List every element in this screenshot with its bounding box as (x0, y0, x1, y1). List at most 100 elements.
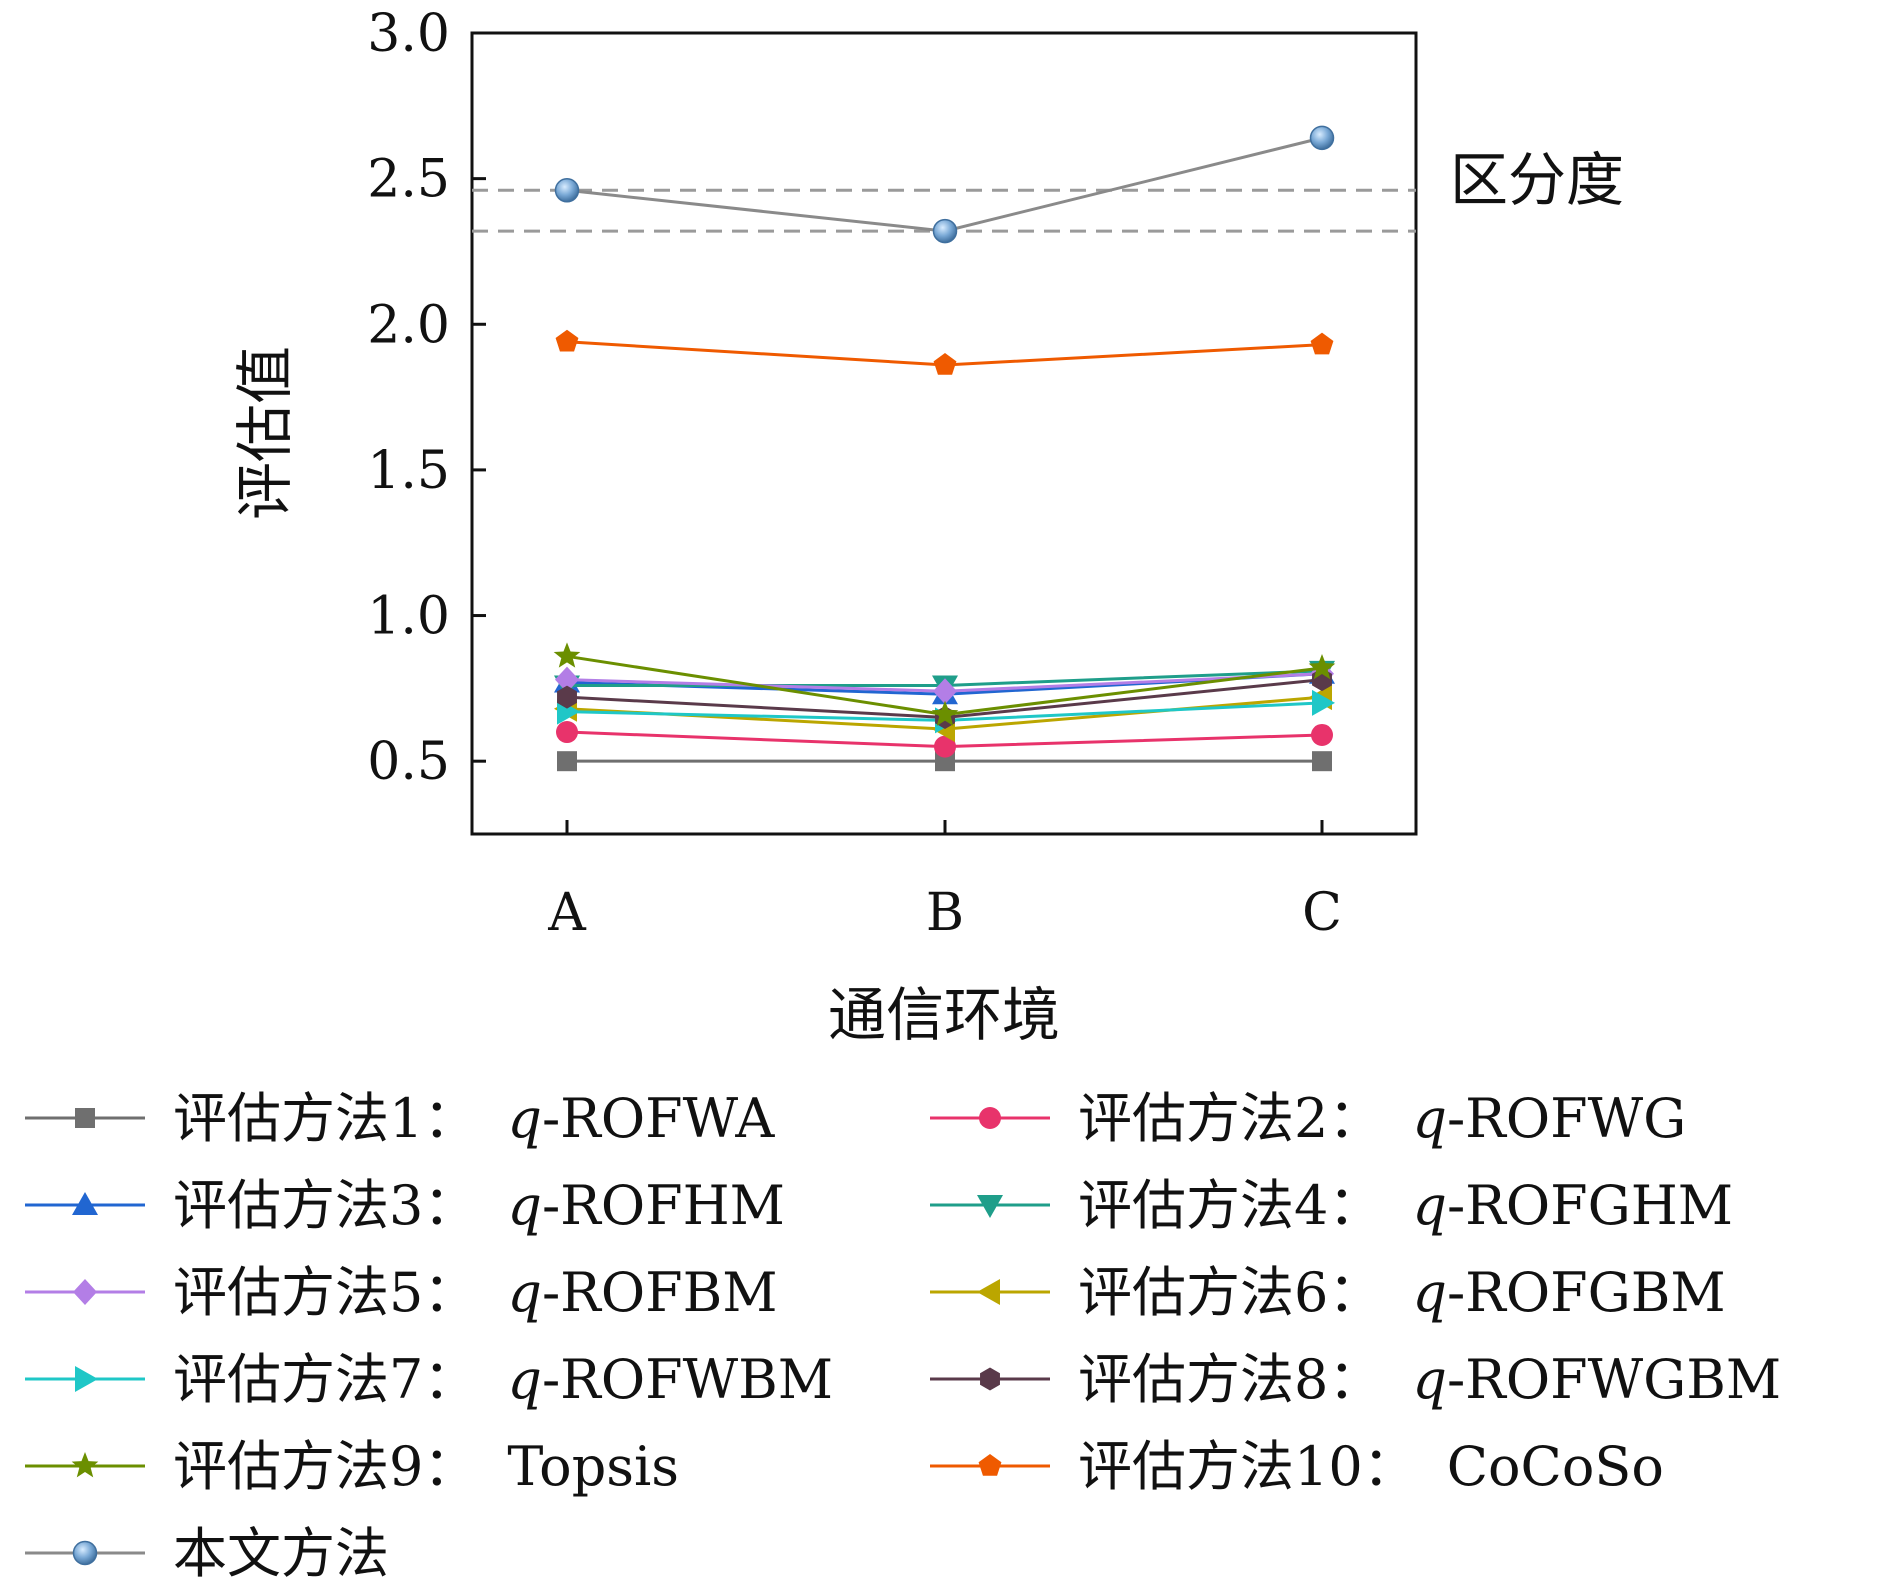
data-point (553, 642, 581, 668)
legend-label-suffix: -ROFGHM (1447, 1174, 1733, 1237)
legend-label-name: 评估方法3： (173, 1174, 477, 1237)
data-point (1310, 332, 1334, 355)
legend-label-prefix: q (507, 1174, 542, 1237)
series-9 (553, 642, 1336, 726)
legend-label-suffix: -ROFGBM (1447, 1261, 1726, 1324)
y-axis: 0.5 1.0 1.5 2.0 2.5 3.0 (367, 4, 486, 792)
legend-label-suffix: -ROFBM (542, 1261, 778, 1324)
legend-label-prefix: q (1412, 1348, 1447, 1411)
data-point (554, 178, 580, 203)
y-tick-label: 2.5 (367, 150, 450, 210)
legend-marker (72, 1540, 98, 1566)
legend-label-name: 评估方法9： (173, 1435, 477, 1498)
legend-item: 评估方法5： q-ROFBM (25, 1261, 778, 1324)
legend-label-name: 评估方法6： (1078, 1261, 1382, 1324)
legend-label: 评估方法5： q-ROFBM (173, 1261, 778, 1324)
data-point (557, 751, 577, 772)
legend-label-prefix: q (1412, 1174, 1447, 1237)
legend-marker (71, 1452, 99, 1478)
legend-label-suffix: -ROFHM (542, 1174, 785, 1237)
legend-label: 评估方法2： q-ROFWG (1078, 1087, 1686, 1150)
legend-label-prefix: q (1412, 1087, 1447, 1150)
legend-label: 评估方法3： q-ROFHM (173, 1174, 785, 1237)
legend-item: 评估方法7： q-ROFWBM (25, 1348, 833, 1411)
legend-item: 评估方法3： q-ROFHM (25, 1174, 785, 1237)
legend-item: 评估方法2： q-ROFWG (930, 1087, 1686, 1150)
legend-label-name: 评估方法2： (1078, 1087, 1382, 1150)
legend-label-name: 评估方法10： (1078, 1435, 1417, 1498)
legend-label-name: 评估方法7： (173, 1348, 477, 1411)
data-point (556, 721, 578, 744)
data-point (1309, 125, 1335, 151)
legend-label-prefix: q (1412, 1261, 1447, 1324)
series-2 (556, 721, 1333, 758)
legend-label-name: 评估方法8： (1078, 1348, 1382, 1411)
legend-label: 评估方法4： q-ROFGHM (1078, 1174, 1733, 1237)
y-tick-label: 3.0 (367, 4, 450, 64)
legend-item: 评估方法4： q-ROFGHM (930, 1174, 1733, 1237)
data-point (931, 700, 959, 726)
legend-item: 评估方法10： CoCoSo (930, 1435, 1664, 1498)
legend-label-suffix: -ROFWA (542, 1087, 775, 1150)
x-axis-label: 通信环境 (828, 981, 1060, 1049)
legend-marker (977, 1279, 1000, 1305)
legend-label-prefix: q (507, 1348, 542, 1411)
legend-marker (75, 1366, 98, 1392)
data-point (1311, 723, 1333, 746)
legend-label-prefix: q (507, 1087, 542, 1150)
legend-item: 评估方法9： Topsis (25, 1435, 679, 1498)
data-point (555, 329, 579, 352)
legend-item: 本文方法 (25, 1522, 389, 1583)
legend-label: 评估方法7： q-ROFWBM (173, 1348, 833, 1411)
x-tick-label: B (926, 883, 964, 943)
series-5 (555, 660, 1334, 705)
legend-item: 评估方法8： q-ROFWGBM (930, 1348, 1781, 1411)
series-11 (554, 125, 1335, 244)
legend-label-suffix: -ROFWBM (542, 1348, 833, 1411)
legend-label: 评估方法9： Topsis (173, 1435, 679, 1498)
series-line (566, 136, 1323, 233)
data-point (1308, 653, 1336, 680)
data-point (933, 353, 957, 375)
legend-label-prefix: q (507, 1261, 542, 1324)
legend-marker (72, 1192, 98, 1215)
legend-label-suffix: -ROFWGBM (1447, 1348, 1781, 1411)
y-tick-label: 1.5 (367, 441, 450, 501)
x-tick-label: A (547, 883, 587, 943)
legend-marker (980, 1367, 1000, 1391)
legend-marker (73, 1279, 97, 1305)
data-point (1312, 689, 1335, 716)
legend-marker (977, 1195, 1003, 1218)
legend-item: 评估方法6： q-ROFGBM (930, 1261, 1726, 1324)
data-point (1312, 751, 1332, 772)
data-point (933, 678, 957, 705)
legend-marker (75, 1108, 95, 1128)
legend-label: 评估方法8： q-ROFWGBM (1078, 1348, 1781, 1411)
legend-marker (978, 1454, 1002, 1476)
legend-label-suffix: -ROFWG (1447, 1087, 1686, 1150)
legend-label-suffix: CoCoSo (1447, 1435, 1664, 1498)
x-axis: A B C (547, 820, 1342, 943)
legend-label-suffix: Topsis (507, 1435, 679, 1498)
legend-label-name: 评估方法1： (173, 1087, 477, 1150)
legend-item: 评估方法1： q-ROFWA (25, 1087, 775, 1150)
data-point (932, 218, 958, 244)
y-axis-label: 评估值 (231, 346, 299, 520)
legend-label: 评估方法6： q-ROFGBM (1078, 1261, 1726, 1324)
legend-label: 评估方法10： CoCoSo (1078, 1435, 1664, 1498)
legend-marker (979, 1107, 1001, 1129)
legend-label-name: 评估方法5： (173, 1261, 477, 1324)
legend-label: 评估方法1： q-ROFWA (173, 1087, 775, 1150)
series-1 (557, 751, 1332, 772)
y-tick-label: 0.5 (367, 732, 450, 792)
data-point (555, 666, 579, 693)
data-point (934, 735, 956, 758)
legend-label-name: 本文方法 (173, 1522, 389, 1583)
y-tick-label: 2.0 (367, 295, 450, 355)
legend-label: 本文方法 (173, 1522, 389, 1583)
x-tick-label: C (1302, 883, 1342, 943)
series-layer (553, 125, 1336, 772)
y-tick-label: 1.0 (367, 587, 450, 647)
